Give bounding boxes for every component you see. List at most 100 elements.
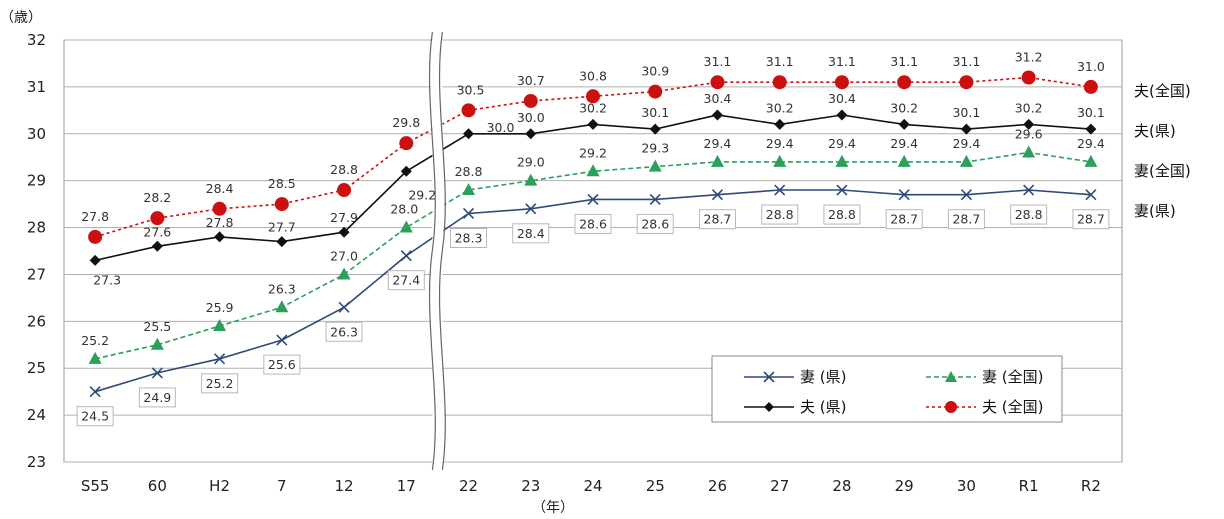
point-husb_pref — [587, 118, 599, 130]
data-label-wife-pref: 28.4 — [517, 226, 545, 241]
legend: 妻 (県) 妻 (全国) 夫 (県) 夫 (全国) — [711, 355, 1063, 423]
data-label-husb-pref: 29.2 — [408, 187, 436, 202]
data-label-husb-nat: 28.8 — [330, 162, 358, 177]
point-wife_nat — [524, 173, 538, 186]
data-label-wife-nat: 29.4 — [890, 136, 918, 151]
data-label-box-wife-pref — [698, 209, 736, 230]
point-wife_nat — [586, 164, 600, 177]
data-label-wife-pref: 28.6 — [641, 216, 669, 231]
x-tick-label: 28 — [832, 477, 851, 495]
data-label-husb-pref: 27.7 — [268, 220, 296, 235]
series-layer — [88, 70, 1098, 398]
x-tick-label: H2 — [209, 477, 230, 495]
point-wife_pref — [711, 189, 724, 201]
point-wife_nat — [213, 319, 227, 332]
point-husb_pref — [276, 236, 288, 248]
data-label-wife-nat: 27.0 — [330, 248, 358, 263]
data-label-wife-pref: 24.5 — [81, 409, 109, 424]
x-tick-label: 7 — [277, 477, 287, 495]
data-label-husb-nat: 27.8 — [81, 209, 109, 224]
y-tick-label: 25 — [27, 359, 46, 377]
point-wife_nat — [648, 159, 662, 172]
point-wife_pref — [774, 184, 786, 196]
data-label-husb-pref: 30.2 — [890, 100, 918, 115]
data-label-wife-pref: 28.7 — [704, 212, 732, 227]
legend-label-husb_pref: 夫 (県) — [800, 398, 846, 416]
point-husb_pref — [89, 254, 101, 266]
legend-box — [711, 355, 1063, 423]
data-label-husb-nat: 28.5 — [268, 176, 296, 191]
data-label-box-wife-pref — [885, 209, 923, 230]
data-label-wife-pref: 28.8 — [828, 207, 856, 222]
legend-marker-husb_pref — [764, 402, 774, 412]
x-tick-label: 29 — [895, 477, 914, 495]
point-husb_pref — [836, 109, 848, 121]
data-label-box-wife-pref — [947, 209, 985, 230]
point-husb_nat — [648, 84, 663, 99]
series-line-wife_nat — [94, 151, 1092, 360]
data-label-wife-nat: 29.4 — [1077, 136, 1105, 151]
point-wife_pref — [1023, 184, 1035, 196]
data-label-husb-pref: 30.1 — [952, 105, 980, 120]
data-label-wife-nat: 28.0 — [390, 202, 418, 217]
series-husb_nat — [88, 70, 1098, 244]
point-husb_pref — [1023, 118, 1035, 130]
end-label-wife_nat: 妻(全国) — [1134, 162, 1191, 180]
data-label-husb-pref: 30.2 — [1015, 100, 1043, 115]
point-wife_pref — [525, 203, 537, 215]
x-tick-label: R2 — [1081, 477, 1101, 495]
data-labels: 27.8 28.2 28.4 28.5 28.8 29.8 30.5 30.7 30.8 30.9… — [76, 50, 1110, 427]
point-husb_pref — [1085, 123, 1097, 135]
point-wife_nat — [710, 154, 724, 167]
point-wife_nat — [1084, 154, 1098, 167]
legend-label-wife_nat: 妻 (全国) — [982, 368, 1043, 386]
point-husb_nat — [461, 103, 476, 118]
point-husb_pref — [151, 240, 163, 252]
data-label-husb-nat: 31.2 — [1015, 50, 1043, 65]
data-label-wife-nat: 25.5 — [143, 319, 171, 334]
data-label-wife-nat: 29.4 — [952, 136, 980, 151]
point-husb_nat — [1083, 79, 1098, 94]
data-label-husb-nat: 28.2 — [143, 190, 171, 205]
data-label-husb-nat: 31.1 — [704, 54, 732, 69]
point-wife_pref — [649, 193, 661, 205]
data-label-box-wife-pref — [450, 227, 488, 248]
legend-marker-wife_nat — [945, 371, 957, 382]
point-wife_pref — [400, 250, 412, 262]
data-label-wife-pref: 28.3 — [455, 230, 483, 245]
y-tick-label: 32 — [27, 31, 46, 49]
point-husb_nat — [959, 75, 974, 90]
data-label-wife-pref: 25.2 — [206, 376, 234, 391]
series-wife_pref — [89, 184, 1097, 398]
data-label-wife-pref: 24.9 — [143, 390, 171, 405]
point-wife_pref — [276, 334, 288, 346]
data-label-husb-nat: 31.1 — [952, 54, 980, 69]
y-tick-label: 23 — [27, 453, 46, 471]
point-wife_nat — [959, 154, 973, 167]
point-husb_pref — [338, 226, 350, 238]
y-axis-label: （歳） — [0, 10, 42, 26]
point-husb_pref — [463, 128, 475, 140]
point-husb_nat — [1021, 70, 1036, 85]
data-label-wife-pref: 25.6 — [268, 357, 296, 372]
point-husb_nat — [88, 229, 103, 244]
end-labels: 夫(全国) 夫(県) 妻(全国) 妻(県) — [1134, 82, 1191, 220]
data-label-husb-nat: 31.1 — [766, 54, 794, 69]
data-label-husb-nat: 31.0 — [1077, 59, 1105, 74]
point-husb_pref — [774, 118, 786, 130]
data-label-husb-nat: 30.7 — [517, 73, 545, 88]
x-tick-label: S55 — [81, 477, 110, 495]
data-label-wife-pref: 28.8 — [766, 207, 794, 222]
x-tick-label: 17 — [397, 477, 416, 495]
x-tick-label: 24 — [583, 477, 602, 495]
data-label-box-wife-pref — [761, 204, 799, 225]
point-husb_pref — [214, 231, 226, 243]
data-label-husb-pref: 27.8 — [206, 215, 234, 230]
point-husb_pref — [960, 123, 972, 135]
point-wife_nat — [150, 337, 164, 350]
data-label-box-wife-pref — [636, 213, 674, 234]
x-tick-label: 12 — [335, 477, 354, 495]
data-label-box-wife-pref — [325, 321, 363, 342]
point-wife_pref — [898, 189, 910, 201]
end-label-wife_pref: 妻(県) — [1134, 202, 1176, 220]
